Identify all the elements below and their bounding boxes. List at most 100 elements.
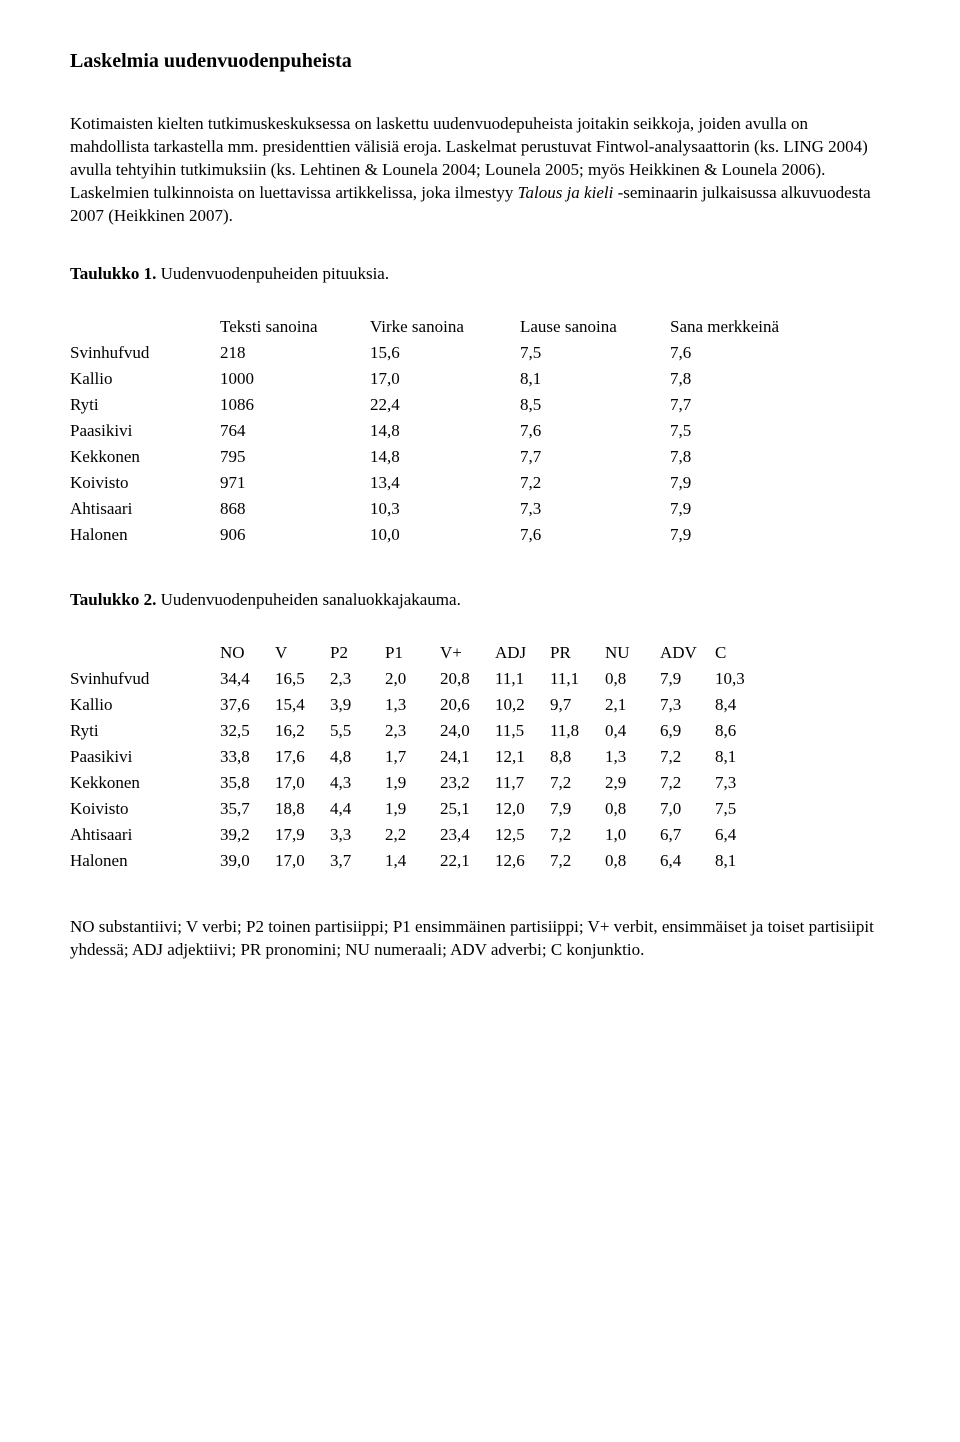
cell: 3,9 [330,692,385,718]
cell: 16,5 [275,666,330,692]
table-row: Ahtisaari39,217,93,32,223,412,57,21,06,7… [70,822,770,848]
table2: NO V P2 P1 V+ ADJ PR NU ADV C Svinhufvud… [70,640,770,874]
table2-h3: P2 [330,640,385,666]
cell: 17,0 [275,848,330,874]
table1-caption: Taulukko 1. Uudenvuodenpuheiden pituuksi… [70,264,890,284]
cell: 7,3 [660,692,715,718]
cell: 8,8 [550,744,605,770]
legend-text: NO substantiivi; V verbi; P2 toinen part… [70,916,890,962]
cell: 37,6 [220,692,275,718]
cell: 32,5 [220,718,275,744]
row-label: Paasikivi [70,744,220,770]
table-row: Paasikivi33,817,64,81,724,112,18,81,37,2… [70,744,770,770]
cell: 0,8 [605,848,660,874]
cell: 12,5 [495,822,550,848]
table1: Teksti sanoina Virke sanoina Lause sanoi… [70,314,820,548]
cell: 12,0 [495,796,550,822]
row-label: Halonen [70,848,220,874]
cell: 12,6 [495,848,550,874]
cell: 13,4 [370,470,520,496]
cell: 2,3 [385,718,440,744]
cell: 7,9 [670,496,820,522]
cell: 1,3 [385,692,440,718]
cell: 2,2 [385,822,440,848]
cell: 7,2 [660,744,715,770]
cell: 9,7 [550,692,605,718]
cell: 795 [220,444,370,470]
row-label: Kekkonen [70,444,220,470]
cell: 1,4 [385,848,440,874]
cell: 1,9 [385,770,440,796]
cell: 4,3 [330,770,385,796]
cell: 15,6 [370,340,520,366]
table-row: Halonen90610,07,67,9 [70,522,820,548]
cell: 34,4 [220,666,275,692]
table1-h1: Teksti sanoina [220,314,370,340]
row-label: Svinhufvud [70,340,220,366]
table2-h4: P1 [385,640,440,666]
cell: 6,4 [660,848,715,874]
row-label: Koivisto [70,796,220,822]
cell: 22,1 [440,848,495,874]
cell: 6,7 [660,822,715,848]
cell: 0,8 [605,796,660,822]
cell: 24,0 [440,718,495,744]
table1-caption-bold: Taulukko 1. [70,264,156,283]
table1-caption-rest: Uudenvuodenpuheiden pituuksia. [156,264,389,283]
table2-h0 [70,640,220,666]
cell: 11,5 [495,718,550,744]
cell: 3,3 [330,822,385,848]
cell: 14,8 [370,444,520,470]
cell: 764 [220,418,370,444]
table2-caption-bold: Taulukko 2. [70,590,156,609]
table-row: Halonen39,017,03,71,422,112,67,20,86,48,… [70,848,770,874]
row-label: Kallio [70,366,220,392]
row-label: Kekkonen [70,770,220,796]
cell: 868 [220,496,370,522]
cell: 16,2 [275,718,330,744]
table-row: Koivisto97113,47,27,9 [70,470,820,496]
cell: 4,8 [330,744,385,770]
table1-h0 [70,314,220,340]
cell: 10,3 [370,496,520,522]
cell: 24,1 [440,744,495,770]
cell: 11,1 [495,666,550,692]
table1-h2: Virke sanoina [370,314,520,340]
cell: 7,5 [520,340,670,366]
cell: 20,6 [440,692,495,718]
cell: 7,3 [715,770,770,796]
row-label: Koivisto [70,470,220,496]
cell: 7,2 [550,770,605,796]
table1-h3: Lause sanoina [520,314,670,340]
cell: 2,9 [605,770,660,796]
row-label: Paasikivi [70,418,220,444]
cell: 0,4 [605,718,660,744]
table-row: Paasikivi76414,87,67,5 [70,418,820,444]
cell: 1,3 [605,744,660,770]
cell: 1086 [220,392,370,418]
table-row: Svinhufvud21815,67,57,6 [70,340,820,366]
cell: 14,8 [370,418,520,444]
table-row: Kallio37,615,43,91,320,610,29,72,17,38,4 [70,692,770,718]
cell: 0,8 [605,666,660,692]
cell: 7,5 [715,796,770,822]
cell: 17,6 [275,744,330,770]
table-row: Kallio100017,08,17,8 [70,366,820,392]
table-row: Ahtisaari86810,37,37,9 [70,496,820,522]
cell: 906 [220,522,370,548]
cell: 8,4 [715,692,770,718]
cell: 7,9 [550,796,605,822]
table2-h8: NU [605,640,660,666]
table2-caption-rest: Uudenvuodenpuheiden sanaluokkajakauma. [156,590,461,609]
cell: 7,5 [670,418,820,444]
cell: 35,8 [220,770,275,796]
cell: 7,9 [660,666,715,692]
table2-caption: Taulukko 2. Uudenvuodenpuheiden sanaluok… [70,590,890,610]
cell: 7,6 [520,522,670,548]
cell: 11,8 [550,718,605,744]
cell: 971 [220,470,370,496]
cell: 3,7 [330,848,385,874]
cell: 18,8 [275,796,330,822]
cell: 35,7 [220,796,275,822]
cell: 7,3 [520,496,670,522]
